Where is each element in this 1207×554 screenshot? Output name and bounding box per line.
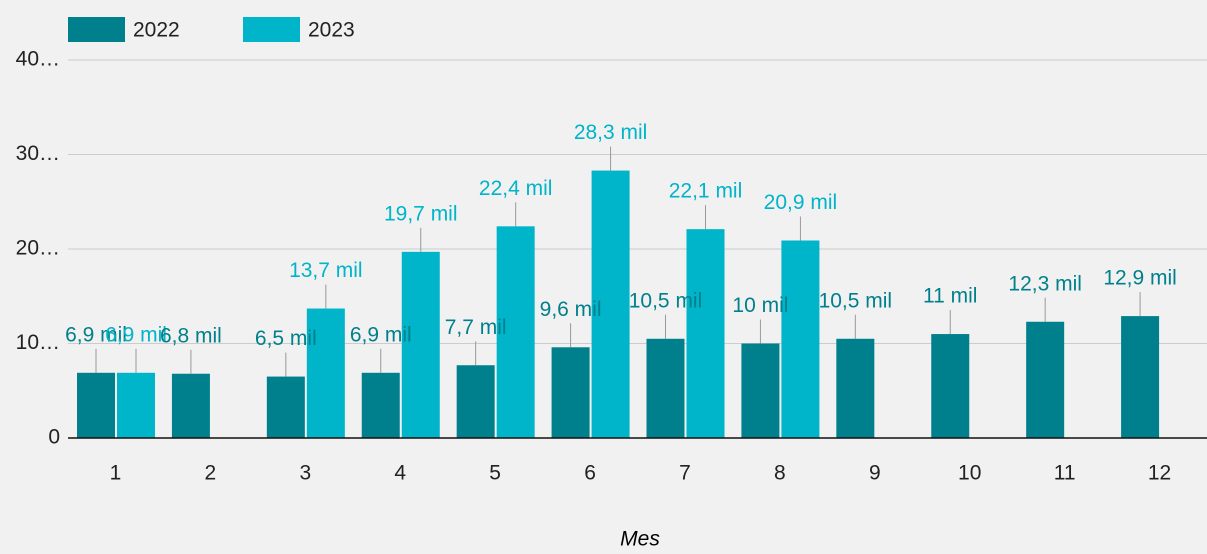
bar [686, 229, 725, 438]
x-tick-label: 2 [205, 462, 217, 485]
y-tick-label: 20… [16, 237, 60, 260]
bar [931, 334, 970, 438]
bar [77, 372, 115, 438]
x-tick-label: 3 [299, 462, 311, 485]
bar [591, 170, 630, 438]
bar [781, 240, 820, 438]
value-label: 6,9 mil [105, 323, 167, 346]
value-label: 10 mil [732, 294, 788, 317]
value-label: 10,5 mil [629, 289, 703, 312]
value-label: 12,3 mil [1008, 272, 1082, 295]
bar [1026, 321, 1065, 438]
value-label: 22,1 mil [669, 180, 743, 203]
bar [551, 347, 590, 438]
x-tick-label: 9 [869, 462, 881, 485]
value-label: 6,9 mil [65, 323, 127, 346]
bar [646, 338, 685, 438]
bar [741, 343, 780, 438]
bar [401, 251, 440, 438]
legend-label: 2022 [133, 19, 180, 42]
x-tick-label: 8 [774, 462, 786, 485]
y-tick-label: 40… [16, 48, 60, 71]
value-label: 28,3 mil [574, 121, 648, 144]
value-label: 6,9 mil [350, 323, 412, 346]
value-label: 12,9 mil [1103, 267, 1177, 290]
bar [171, 373, 210, 438]
value-label: 22,4 mil [479, 177, 553, 200]
value-label: 13,7 mil [289, 259, 363, 282]
y-tick-label: 30… [16, 142, 60, 165]
value-label: 6,5 mil [255, 327, 317, 350]
value-label: 20,9 mil [764, 191, 838, 214]
x-tick-label: 7 [679, 462, 691, 485]
bar [306, 308, 345, 438]
legend-swatch [243, 17, 300, 42]
x-tick-label: 6 [584, 462, 596, 485]
bar [496, 226, 535, 438]
bar [456, 365, 495, 438]
x-tick-label: 11 [1054, 462, 1076, 485]
value-label: 19,7 mil [384, 202, 458, 225]
value-label: 7,7 mil [445, 316, 507, 339]
bar [117, 372, 155, 438]
bar [836, 338, 875, 438]
x-tick-label: 12 [1148, 462, 1171, 485]
x-tick-label: 4 [394, 462, 406, 485]
x-axis-title: Mes [620, 528, 660, 551]
value-label: 10,5 mil [819, 289, 893, 312]
value-label: 11 mil [923, 285, 977, 308]
value-label: 9,6 mil [540, 298, 602, 321]
y-tick-label: 10… [16, 331, 60, 354]
legend-label: 2023 [308, 19, 355, 42]
x-tick-label: 5 [489, 462, 501, 485]
y-tick-label: 0 [48, 426, 60, 449]
bar [266, 376, 305, 438]
bar [361, 372, 400, 438]
x-tick-label: 1 [110, 462, 122, 485]
x-tick-label: 10 [958, 462, 981, 485]
bar [1121, 316, 1160, 438]
legend-swatch [68, 17, 125, 42]
value-label: 6,8 mil [160, 324, 222, 347]
